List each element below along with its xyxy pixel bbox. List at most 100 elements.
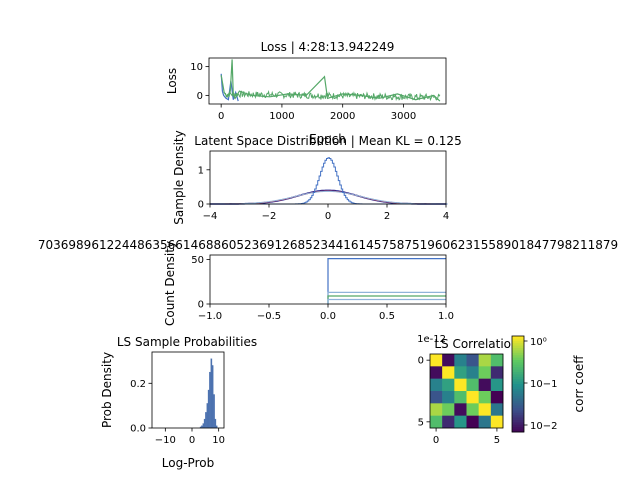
colorbar-segment xyxy=(512,398,524,402)
colorbar-segment xyxy=(512,352,524,356)
y-tick-label: 0.0 xyxy=(130,424,146,435)
colorbar-segment xyxy=(512,338,524,342)
x-axis-label: Log-Prob xyxy=(162,456,214,470)
heatmap-cell xyxy=(490,366,504,379)
hist-bar xyxy=(206,403,209,429)
x-tick-label: 1.0 xyxy=(438,311,454,322)
density-series-0 xyxy=(210,189,446,205)
y-tick-label: 0 xyxy=(198,200,204,211)
colorbar-segment xyxy=(512,424,524,428)
heatmap-cell xyxy=(430,366,443,379)
y-axis-label: Prob Density xyxy=(100,352,114,428)
colorbar-segment xyxy=(512,391,524,394)
heatmap-cell xyxy=(466,378,479,392)
heatmap-cell xyxy=(430,391,443,404)
x-tick-label: −0.5 xyxy=(257,311,281,322)
chart-title: Latent Space Distribution | Mean KL = 0.… xyxy=(194,134,461,148)
axis-scale-label: 1e-12 xyxy=(417,334,446,345)
heatmap-cell xyxy=(478,366,492,379)
count-series-3 xyxy=(327,298,446,304)
x-tick-label: 0 xyxy=(218,111,224,122)
heatmap-cell xyxy=(466,391,479,404)
colorbar-segment xyxy=(512,386,524,390)
colorbar-segment xyxy=(512,396,524,399)
hist-bar xyxy=(203,418,206,429)
x-tick-label: 0.5 xyxy=(379,311,395,322)
colorbar-segment xyxy=(512,400,524,404)
colorbar-segment xyxy=(512,405,524,409)
colorbar-segment xyxy=(512,357,524,361)
x-tick-label: 0.0 xyxy=(320,311,336,322)
colorbar-segment xyxy=(512,429,524,433)
heatmap-cell xyxy=(490,354,504,367)
hist-bar xyxy=(211,365,214,429)
colorbar-segment xyxy=(512,364,524,368)
colorbar-segment xyxy=(512,372,524,375)
colorbar-segment xyxy=(512,336,524,339)
heatmap-cell xyxy=(490,403,504,416)
heatmap-cell xyxy=(442,403,455,416)
colorbar-segment xyxy=(512,417,524,421)
y-axis-label: Sample Density xyxy=(172,130,186,224)
colorbar-label: corr coeff xyxy=(572,355,586,413)
heatmap-cell xyxy=(442,354,455,367)
heatmap-cell xyxy=(490,378,504,392)
x-tick-label: −2 xyxy=(262,211,277,222)
heatmap-cell xyxy=(442,415,455,429)
heatmap-cell xyxy=(490,415,504,429)
colorbar-segment xyxy=(512,384,524,387)
x-tick-label: 2000 xyxy=(330,111,355,122)
colorbar-segment xyxy=(512,367,524,370)
x-tick-label: 1000 xyxy=(269,111,294,122)
heatmap-cell xyxy=(478,378,492,392)
colorbar-frame xyxy=(511,335,525,433)
colorbar-segment xyxy=(512,360,524,363)
heatmap-cell xyxy=(430,415,443,429)
colorbar-segment xyxy=(512,345,524,349)
x-axis-label: Epoch xyxy=(309,132,346,146)
heatmap-cell xyxy=(442,366,455,379)
density-series-2 xyxy=(210,190,446,205)
x-tick-label: 0 xyxy=(433,435,439,446)
y-tick-label: 0.2 xyxy=(130,379,146,390)
x-tick-label: 5 xyxy=(494,435,500,446)
heatmap-cell xyxy=(454,403,467,416)
colorbar-segment xyxy=(512,403,524,406)
colorbar-segment xyxy=(512,388,524,392)
heatmap-cell xyxy=(478,415,492,429)
hist-bar xyxy=(205,412,207,429)
colorbar-segment xyxy=(512,412,524,416)
count-series-0 xyxy=(327,258,446,304)
colorbar-segment xyxy=(512,379,524,382)
chart-title: 7036989612244863566146886052369126852344… xyxy=(38,238,618,252)
colorbar-segment xyxy=(512,422,524,426)
heatmap-cell xyxy=(478,354,492,367)
colorbar-segment xyxy=(512,427,524,430)
hist-bar xyxy=(202,423,205,429)
y-axis-label: Loss xyxy=(165,68,179,94)
heatmap-cell xyxy=(454,391,467,404)
axes-frame-4 xyxy=(429,353,504,429)
heatmap-cell xyxy=(430,378,443,392)
y-tick-label: 5 xyxy=(418,417,424,428)
axes-frame-0 xyxy=(208,57,447,105)
heatmap-cell xyxy=(454,378,467,392)
heatmap-cell xyxy=(430,354,443,367)
density-series-1 xyxy=(210,190,446,205)
hist-bar xyxy=(207,389,210,429)
chart-title: LS Sample Probabilities xyxy=(117,335,257,349)
colorbar-tick-label: 10−1 xyxy=(530,379,557,390)
colorbar-segment xyxy=(512,350,524,354)
colorbar-segment xyxy=(512,348,524,351)
density-series-3 xyxy=(210,157,448,205)
x-tick-label: 2 xyxy=(384,211,390,222)
x-tick-label: −10 xyxy=(155,435,176,446)
colorbar-tick-label: 10⁰ xyxy=(530,337,547,348)
colorbar-segment xyxy=(512,376,524,380)
x-tick-label: −1.0 xyxy=(198,311,222,322)
heatmap-cell xyxy=(466,354,479,367)
x-tick-label: 4 xyxy=(443,211,449,222)
colorbar-segment xyxy=(512,408,524,411)
count-series-1 xyxy=(327,291,446,304)
